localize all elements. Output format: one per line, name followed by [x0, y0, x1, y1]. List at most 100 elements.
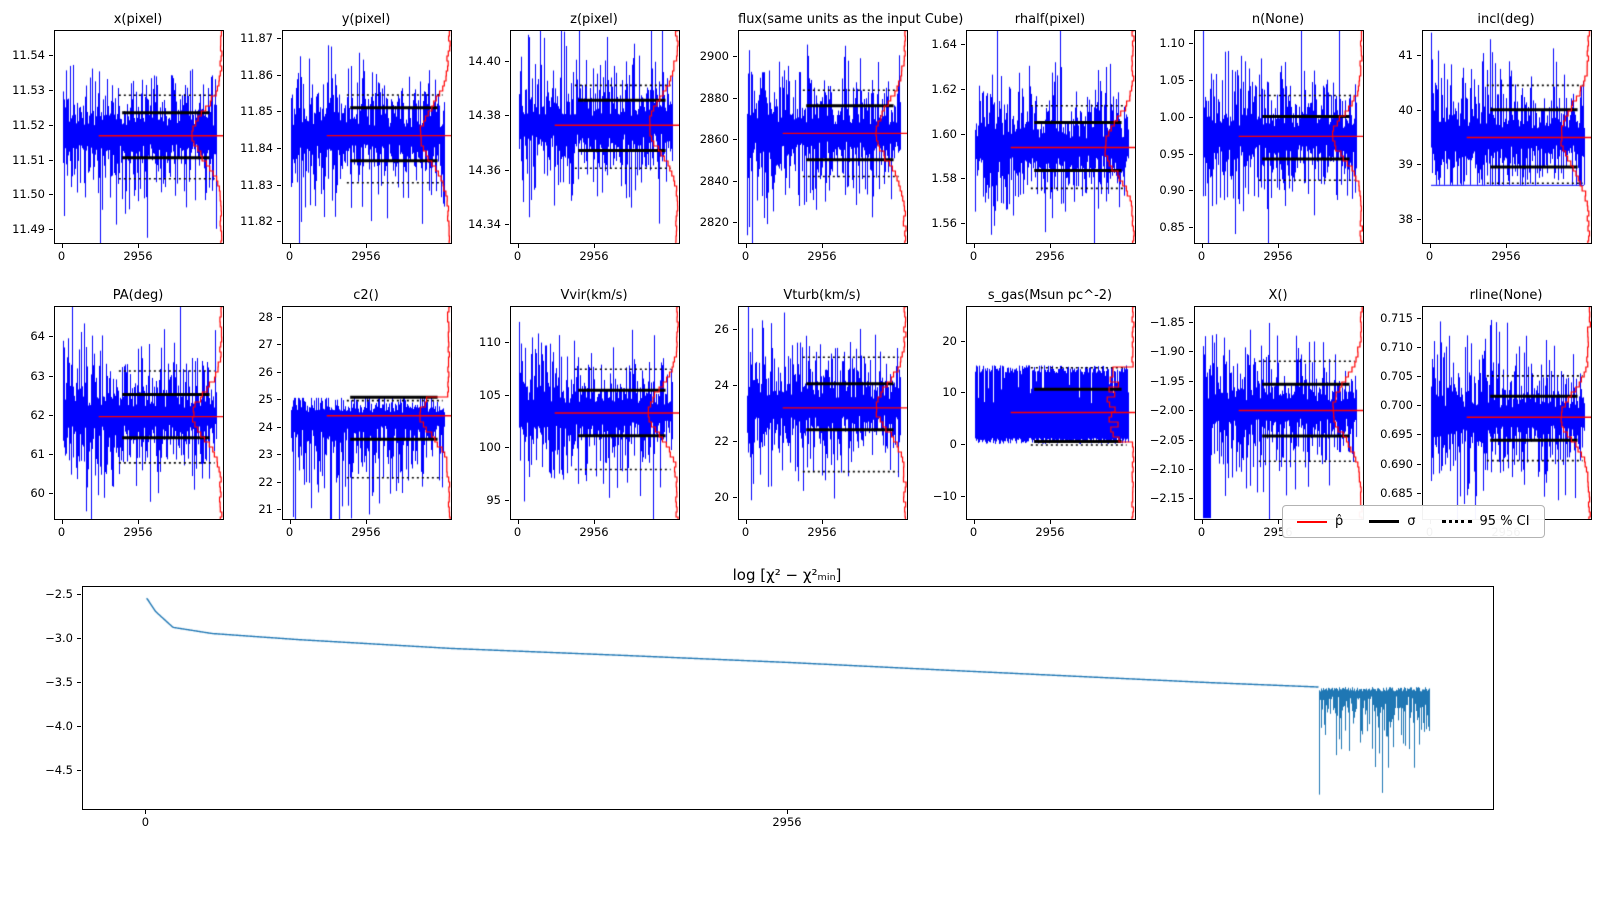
y-tick-label: −1.85	[1149, 314, 1185, 329]
panel-title: c2()	[353, 288, 379, 303]
y-tick-mark	[505, 341, 509, 343]
y-axis-gutter: 1.56 1.58 1.60 1.62 1.64	[916, 30, 966, 244]
x-tick-label: 2956	[579, 525, 609, 539]
y-tick-mark	[277, 454, 281, 456]
y-tick-label: 39	[1398, 157, 1413, 172]
trace-plot-canvas	[54, 306, 224, 520]
y-tick-mark	[49, 336, 53, 338]
y-tick-mark	[733, 180, 737, 182]
y-tick-mark	[1189, 498, 1193, 500]
y-tick-mark	[277, 371, 281, 373]
x-tick-label: 0	[741, 249, 750, 263]
y-tick-label: −1.95	[1149, 373, 1185, 388]
panel-title: z(pixel)	[570, 12, 618, 27]
y-axis-gutter: 20 22 24 26	[688, 306, 738, 520]
x-tick-mark	[787, 810, 788, 814]
y-tick-mark	[1189, 410, 1193, 412]
y-tick-label: 14.34	[468, 216, 501, 231]
y-tick-mark	[1417, 164, 1421, 166]
panel-body: 0.85 0.90 0.95 1.00 1.05 1.10	[1144, 30, 1372, 244]
y-axis-gutter: 21 22 23 24 25 26 27 28	[232, 306, 282, 520]
panel-body: 1.56 1.58 1.60 1.62 1.64	[916, 30, 1144, 244]
y-tick-label: 100	[479, 440, 501, 455]
x-tick-label: 2956	[807, 249, 837, 263]
x-axis-row: 0 2956	[54, 244, 222, 264]
trace-plot-canvas	[510, 306, 680, 520]
y-tick-label: 2840	[699, 173, 729, 188]
y-tick-label: 1.10	[1159, 36, 1185, 51]
y-tick-label: 11.84	[240, 140, 273, 155]
x-axis-row: 0 2956	[54, 520, 222, 540]
y-tick-label: 0.690	[1380, 456, 1413, 471]
y-tick-mark	[961, 340, 965, 342]
y-tick-mark	[733, 55, 737, 57]
y-tick-mark	[961, 178, 965, 180]
y-tick-label: 11.86	[240, 67, 273, 82]
plot-area	[1422, 306, 1592, 520]
y-tick-mark	[49, 454, 53, 456]
y-tick-label: 2900	[699, 48, 729, 63]
panel-title: rhalf(pixel)	[1014, 12, 1086, 27]
panel-title: rline(None)	[1469, 288, 1543, 303]
y-tick-label: 14.40	[468, 53, 501, 68]
y-tick-label: 110	[479, 334, 501, 349]
panel-body: 11.82 11.83 11.84 11.85 11.86 11.87	[232, 30, 460, 244]
y-tick-mark	[49, 124, 53, 126]
trace-plot-canvas	[966, 306, 1136, 520]
y-tick-mark	[505, 115, 509, 117]
legend-label: 95 % CI	[1479, 514, 1530, 529]
plot-area	[966, 306, 1136, 520]
y-tick-mark	[1189, 439, 1193, 441]
y-tick-label: 61	[30, 447, 45, 462]
x-tick-mark	[61, 244, 63, 248]
y-tick-mark	[277, 147, 281, 149]
y-tick-mark	[1417, 434, 1421, 436]
chi2-x-axis: 0 2956	[82, 810, 1494, 832]
ci-dotted-icon	[1441, 520, 1472, 523]
y-tick-label: −2.10	[1149, 461, 1185, 476]
x-tick-label: 2956	[1263, 249, 1293, 263]
median-line-icon	[1297, 520, 1327, 523]
x-tick-mark	[138, 244, 139, 248]
y-tick-label: −3.0	[45, 630, 73, 645]
y-tick-mark	[49, 493, 53, 495]
x-tick-mark	[1278, 244, 1279, 248]
x-tick-mark	[594, 520, 595, 524]
trace-plot-canvas	[282, 30, 452, 244]
y-tick-label: 11.53	[12, 83, 45, 98]
y-tick-mark	[733, 97, 737, 99]
y-tick-label: 2880	[699, 90, 729, 105]
y-axis-gutter: 38 39 40 41	[1372, 30, 1422, 244]
x-tick-label: 0	[513, 525, 522, 539]
x-tick-mark	[366, 520, 367, 524]
panel-body: 2820 2840 2860 2880 2900	[688, 30, 916, 244]
x-tick-label: 0	[969, 525, 978, 539]
x-tick-mark	[138, 520, 139, 524]
chi2-y-axis: −2.5 −3.0 −3.5 −4.0 −4.5	[0, 586, 82, 810]
y-tick-mark	[77, 637, 81, 639]
y-tick-mark	[505, 223, 509, 225]
y-tick-mark	[1189, 351, 1193, 353]
x-tick-mark	[745, 520, 747, 524]
x-tick-mark	[289, 520, 291, 524]
y-tick-label: 26	[714, 322, 729, 337]
y-tick-label: 0.710	[1380, 339, 1413, 354]
y-tick-label: 0	[949, 437, 957, 452]
y-tick-mark	[961, 444, 965, 446]
y-axis-gutter: 11.82 11.83 11.84 11.85 11.86 11.87	[232, 30, 282, 244]
x-tick-mark	[145, 810, 147, 814]
y-tick-label: 20	[942, 333, 957, 348]
trace-panel: c2() 21 22 23 24 25 26 27 28 0 2956	[232, 286, 460, 540]
sigma-line-icon	[1369, 520, 1400, 523]
y-tick-mark	[1417, 405, 1421, 407]
plot-area	[738, 306, 908, 520]
plot-area	[1194, 30, 1364, 244]
trace-grid: x(pixel) 11.49 11.50 11.51 11.52 11.53 11.54 0 2…	[0, 10, 1600, 540]
y-tick-mark	[277, 111, 281, 113]
y-tick-mark	[49, 229, 53, 231]
y-tick-label: 1.05	[1159, 73, 1185, 88]
x-tick-label: 0	[1425, 249, 1434, 263]
y-tick-mark	[1417, 346, 1421, 348]
trace-panel: n(None) 0.85 0.90 0.95 1.00 1.05 1.10 0 2956	[1144, 10, 1372, 264]
y-tick-mark	[49, 159, 53, 161]
